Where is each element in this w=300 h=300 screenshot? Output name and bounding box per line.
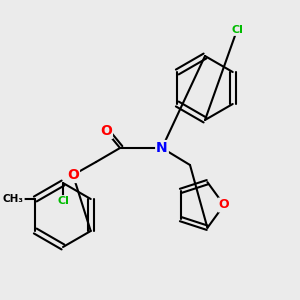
Text: Cl: Cl bbox=[57, 196, 69, 206]
Text: O: O bbox=[67, 168, 79, 182]
Text: O: O bbox=[100, 124, 112, 138]
Text: Cl: Cl bbox=[231, 25, 243, 35]
Text: O: O bbox=[219, 199, 229, 212]
Text: N: N bbox=[156, 141, 168, 155]
Text: CH₃: CH₃ bbox=[3, 194, 24, 204]
